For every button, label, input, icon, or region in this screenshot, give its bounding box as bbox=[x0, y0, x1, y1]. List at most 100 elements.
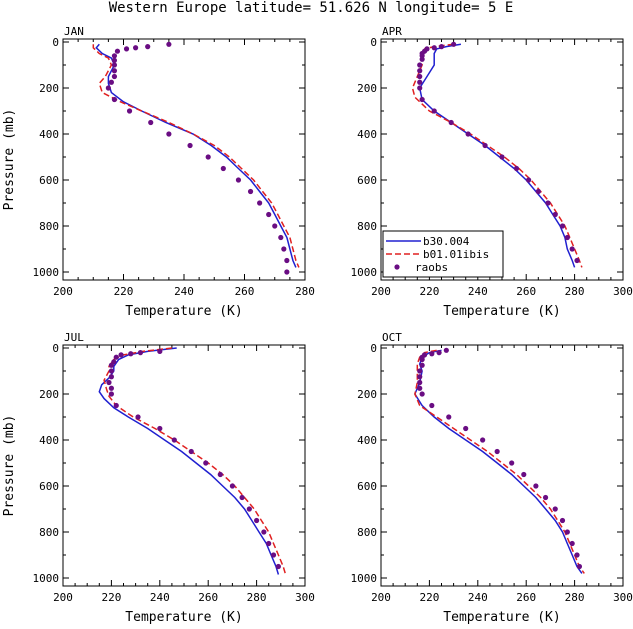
point-raobs bbox=[108, 79, 114, 85]
point-raobs bbox=[417, 85, 423, 91]
point-raobs bbox=[417, 385, 423, 391]
x-axis-label: Temperature (K) bbox=[443, 610, 560, 625]
point-raobs bbox=[111, 62, 118, 68]
point-raobs bbox=[220, 165, 226, 172]
y-tick-label: 600 bbox=[39, 480, 59, 493]
point-raobs bbox=[111, 96, 118, 103]
legend-label-b30-004: b30.004 bbox=[423, 235, 470, 248]
x-tick-label: 260 bbox=[516, 591, 536, 604]
point-raobs bbox=[275, 563, 281, 570]
y-tick-label: 800 bbox=[357, 220, 377, 233]
x-tick-label: 200 bbox=[53, 591, 73, 604]
point-raobs bbox=[446, 414, 452, 420]
y-tick-label: 200 bbox=[39, 82, 59, 95]
point-raobs bbox=[108, 374, 114, 380]
point-raobs bbox=[111, 68, 118, 74]
y-tick-label: 600 bbox=[357, 174, 377, 187]
panel-label: OCT bbox=[382, 331, 402, 344]
x-tick-label: 220 bbox=[419, 285, 439, 298]
point-raobs bbox=[187, 142, 193, 149]
data-area bbox=[414, 347, 585, 574]
data-area bbox=[411, 41, 583, 268]
point-raobs bbox=[166, 131, 172, 137]
point-raobs bbox=[239, 494, 245, 501]
point-raobs bbox=[111, 53, 118, 59]
point-raobs bbox=[552, 506, 558, 512]
panel-jan: 200 220 240 260 280 0 200 400 600 800 1000 JAN Tempe… bbox=[2, 25, 315, 319]
point-raobs bbox=[533, 483, 539, 489]
x-tick-label: 300 bbox=[613, 591, 633, 604]
point-raobs bbox=[123, 46, 130, 52]
point-raobs bbox=[552, 211, 558, 218]
y-tick-label: 1000 bbox=[33, 572, 60, 585]
point-raobs bbox=[526, 177, 532, 183]
point-raobs bbox=[419, 362, 425, 368]
point-raobs bbox=[145, 44, 151, 50]
x-tick-label: 300 bbox=[613, 285, 633, 298]
point-raobs bbox=[261, 529, 267, 535]
point-raobs bbox=[417, 73, 423, 80]
panel-oct: 200 220 240 260 280 300 0 200 400 600 800 1000 OCT Te… bbox=[351, 331, 633, 625]
series-line-b30-004 bbox=[414, 349, 583, 574]
point-raobs bbox=[429, 351, 435, 357]
point-raobs bbox=[108, 385, 114, 391]
point-raobs bbox=[569, 246, 575, 252]
x-tick-label: 260 bbox=[198, 591, 218, 604]
point-raobs bbox=[576, 563, 583, 570]
point-raobs bbox=[417, 374, 423, 380]
x-tick-label: 300 bbox=[295, 591, 315, 604]
figure-title: Western Europe latitude= 51.626 N longit… bbox=[109, 0, 514, 16]
x-axis-label: Temperature (K) bbox=[443, 304, 560, 319]
data-area bbox=[92, 41, 300, 275]
point-raobs bbox=[257, 200, 263, 206]
x-tick-label: 240 bbox=[174, 285, 194, 298]
point-raobs bbox=[499, 154, 505, 160]
x-tick-label: 260 bbox=[235, 285, 255, 298]
y-tick-label: 1000 bbox=[351, 266, 378, 279]
point-raobs bbox=[417, 62, 423, 68]
x-tick-label: 200 bbox=[371, 591, 391, 604]
y-tick-label: 0 bbox=[52, 342, 59, 355]
panel-apr: 200 220 240 260 280 300 0 200 400 600 800 1000 APR Te… bbox=[351, 25, 633, 319]
point-raobs bbox=[148, 119, 154, 126]
data-area bbox=[98, 347, 287, 575]
point-raobs bbox=[521, 471, 527, 478]
legend-box bbox=[382, 230, 504, 278]
point-raobs bbox=[513, 165, 520, 172]
x-tick-label: 240 bbox=[468, 285, 488, 298]
y-tick-label: 0 bbox=[370, 342, 377, 355]
point-raobs bbox=[545, 200, 551, 206]
series-line-b01-01ibis bbox=[103, 347, 287, 575]
point-raobs bbox=[480, 437, 486, 443]
point-raobs bbox=[443, 347, 449, 353]
point-raobs bbox=[436, 350, 442, 356]
y-tick-label: 0 bbox=[370, 36, 377, 49]
panels: 200 220 240 260 280 0 200 400 600 800 1000 JAN Tempe… bbox=[2, 25, 633, 625]
point-raobs bbox=[419, 391, 425, 397]
point-raobs bbox=[429, 402, 435, 409]
point-raobs bbox=[431, 45, 437, 51]
y-tick-label: 400 bbox=[39, 128, 59, 141]
point-raobs bbox=[574, 257, 580, 264]
point-raobs bbox=[106, 379, 112, 386]
point-raobs bbox=[535, 188, 541, 195]
y-tick-label: 800 bbox=[39, 220, 59, 233]
x-tick-label: 280 bbox=[295, 285, 315, 298]
point-raobs bbox=[254, 517, 260, 524]
point-raobs bbox=[157, 425, 163, 432]
plot-frame bbox=[62, 38, 306, 281]
point-raobs bbox=[205, 154, 211, 160]
point-raobs bbox=[419, 96, 425, 103]
point-raobs bbox=[419, 356, 425, 363]
point-raobs bbox=[509, 460, 515, 466]
panel-jul: 200 220 240 260 280 300 0 200 400 600 800 1000 JUL Te… bbox=[2, 331, 315, 625]
point-raobs bbox=[417, 368, 423, 374]
point-raobs bbox=[272, 223, 278, 229]
x-tick-label: 240 bbox=[468, 591, 488, 604]
point-raobs bbox=[266, 540, 272, 547]
point-raobs bbox=[108, 391, 114, 397]
point-raobs bbox=[135, 414, 141, 420]
point-raobs bbox=[229, 483, 235, 489]
panel-label: JAN bbox=[64, 25, 84, 38]
